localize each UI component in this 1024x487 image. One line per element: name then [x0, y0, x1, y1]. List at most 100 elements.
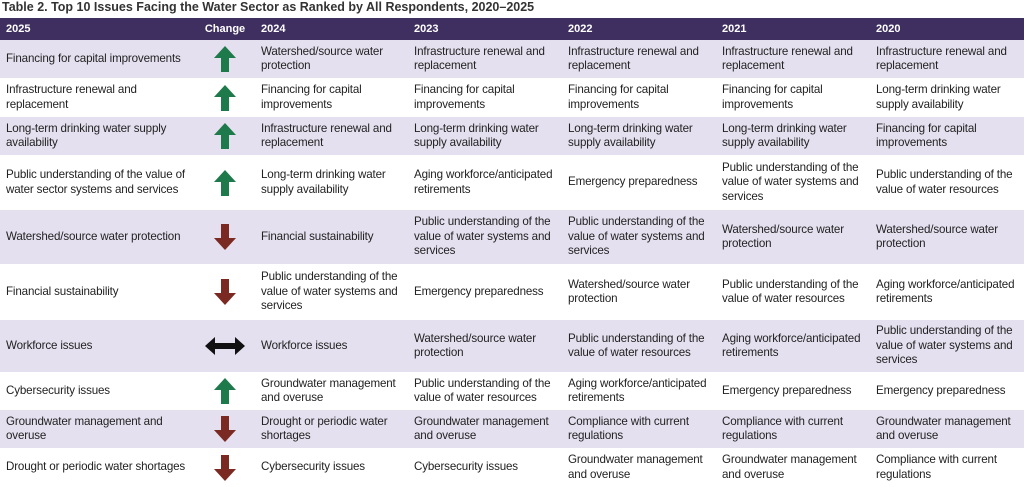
table-cell: Infrastructure renewal and replacement: [255, 117, 408, 155]
change-cell: [195, 40, 255, 78]
table-body: Financing for capital improvements Waters…: [0, 40, 1024, 487]
change-cell: [195, 448, 255, 487]
table-row: Cybersecurity issues Groundwater manageme…: [0, 372, 1024, 410]
table-cell: Long-term drinking water supply availabi…: [870, 78, 1024, 117]
column-header: 2020: [870, 18, 1024, 40]
table-row: Groundwater management and overuse Drough…: [0, 410, 1024, 448]
table-cell: Public understanding of the value of wat…: [870, 155, 1024, 210]
table-cell: Aging workforce/anticipated retirements: [562, 372, 716, 410]
table-row: Financial sustainability Public understan…: [0, 264, 1024, 320]
table-cell: Financing for capital improvements: [562, 78, 716, 117]
table-cell: Long-term drinking water supply availabi…: [716, 117, 870, 155]
table-cell: Compliance with current regulations: [870, 448, 1024, 487]
table-cell: Cybersecurity issues: [255, 448, 408, 487]
column-header: 2022: [562, 18, 716, 40]
table-cell: Financing for capital improvements: [0, 40, 195, 78]
table-cell: Aging workforce/anticipated retirements: [716, 320, 870, 372]
change-cell: [195, 372, 255, 410]
table-cell: Public understanding of the value of wat…: [408, 372, 562, 410]
table-row: Watershed/source water protection Financi…: [0, 210, 1024, 264]
table-cell: Emergency preparedness: [716, 372, 870, 410]
table-cell: Public understanding of the value of wat…: [408, 210, 562, 264]
change-arrow: [214, 46, 236, 72]
column-header: 2025: [0, 18, 195, 40]
change-cell: [195, 320, 255, 372]
table-cell: Cybersecurity issues: [408, 448, 562, 487]
table-cell: Watershed/source water protection: [562, 264, 716, 320]
table-cell: Watershed/source water protection: [255, 40, 408, 78]
table-cell: Emergency preparedness: [870, 372, 1024, 410]
table-row: Workforce issues Workforce issues Watershe…: [0, 320, 1024, 372]
table-row: Public understanding of the value of wat…: [0, 155, 1024, 210]
table-row: Infrastructure renewal and replacement Fi…: [0, 78, 1024, 117]
table-cell: Public understanding of the value of wat…: [716, 264, 870, 320]
table-cell: Financing for capital improvements: [408, 78, 562, 117]
table-cell: Public understanding of the value of wat…: [870, 320, 1024, 372]
arrow-down: [214, 279, 236, 305]
table-cell: Groundwater management and overuse: [255, 372, 408, 410]
table-cell: Financing for capital improvements: [716, 78, 870, 117]
table-cell: Groundwater management and overuse: [408, 410, 562, 448]
table-cell: Infrastructure renewal and replacement: [716, 40, 870, 78]
table-row: Financing for capital improvements Waters…: [0, 40, 1024, 78]
table-cell: Aging workforce/anticipated retirements: [408, 155, 562, 210]
table-row: Drought or periodic water shortages Cyber…: [0, 448, 1024, 487]
table-cell: Financing for capital improvements: [870, 117, 1024, 155]
table-cell: Groundwater management and overuse: [716, 448, 870, 487]
column-header: Change: [195, 18, 255, 40]
table-cell: Infrastructure renewal and replacement: [408, 40, 562, 78]
change-arrow: [214, 454, 236, 481]
change-arrow: [214, 169, 236, 196]
table-row: Long-term drinking water supply availabi…: [0, 117, 1024, 155]
change-cell: [195, 264, 255, 320]
change-arrow: [214, 123, 236, 149]
table-cell: Workforce issues: [255, 320, 408, 372]
arrow-down: [214, 454, 236, 481]
change-arrow: [214, 279, 236, 305]
arrow-down: [214, 224, 236, 250]
table-cell: Public understanding of the value of wat…: [562, 210, 716, 264]
change-arrow: [214, 224, 236, 250]
table-cell: Drought or periodic water shortages: [255, 410, 408, 448]
table-cell: Infrastructure renewal and replacement: [0, 78, 195, 117]
table-cell: Public understanding of the value of wat…: [255, 264, 408, 320]
table-title: Table 2. Top 10 Issues Facing the Water …: [2, 0, 535, 14]
change-cell: [195, 78, 255, 117]
arrow-both: [205, 337, 245, 355]
column-header: 2024: [255, 18, 408, 40]
table-cell: Emergency preparedness: [408, 264, 562, 320]
table-cell: Drought or periodic water shortages: [0, 448, 195, 487]
issues-table: 2025 Change 2024 2023 2022 2021 2020 Financing…: [0, 18, 1024, 487]
table-cell: Public understanding of the value of wat…: [0, 155, 195, 210]
table-cell: Cybersecurity issues: [0, 372, 195, 410]
change-arrow: [214, 378, 236, 404]
table-cell: Long-term drinking water supply availabi…: [0, 117, 195, 155]
change-cell: [195, 410, 255, 448]
arrow-up: [214, 169, 236, 196]
change-arrow: [214, 84, 236, 111]
table-cell: Groundwater management and overuse: [870, 410, 1024, 448]
arrow-up: [214, 84, 236, 111]
header-row: 2025 Change 2024 2023 2022 2021 2020: [0, 18, 1024, 40]
table-cell: Watershed/source water protection: [870, 210, 1024, 264]
arrow-down: [214, 416, 236, 442]
change-cell: [195, 117, 255, 155]
table-cell: Financial sustainability: [0, 264, 195, 320]
table-cell: Watershed/source water protection: [716, 210, 870, 264]
change-cell: [195, 155, 255, 210]
arrow-up: [214, 123, 236, 149]
table-cell: Watershed/source water protection: [0, 210, 195, 264]
table-cell: Groundwater management and overuse: [0, 410, 195, 448]
table-cell: Financing for capital improvements: [255, 78, 408, 117]
table-cell: Compliance with current regulations: [562, 410, 716, 448]
table-cell: Workforce issues: [0, 320, 195, 372]
table-cell: Infrastructure renewal and replacement: [870, 40, 1024, 78]
table-cell: Emergency preparedness: [562, 155, 716, 210]
table-cell: Infrastructure renewal and replacement: [562, 40, 716, 78]
table-cell: Groundwater management and overuse: [562, 448, 716, 487]
column-header: 2021: [716, 18, 870, 40]
table-cell: Long-term drinking water supply availabi…: [255, 155, 408, 210]
change-arrow: [205, 337, 245, 355]
table-cell: Long-term drinking water supply availabi…: [408, 117, 562, 155]
